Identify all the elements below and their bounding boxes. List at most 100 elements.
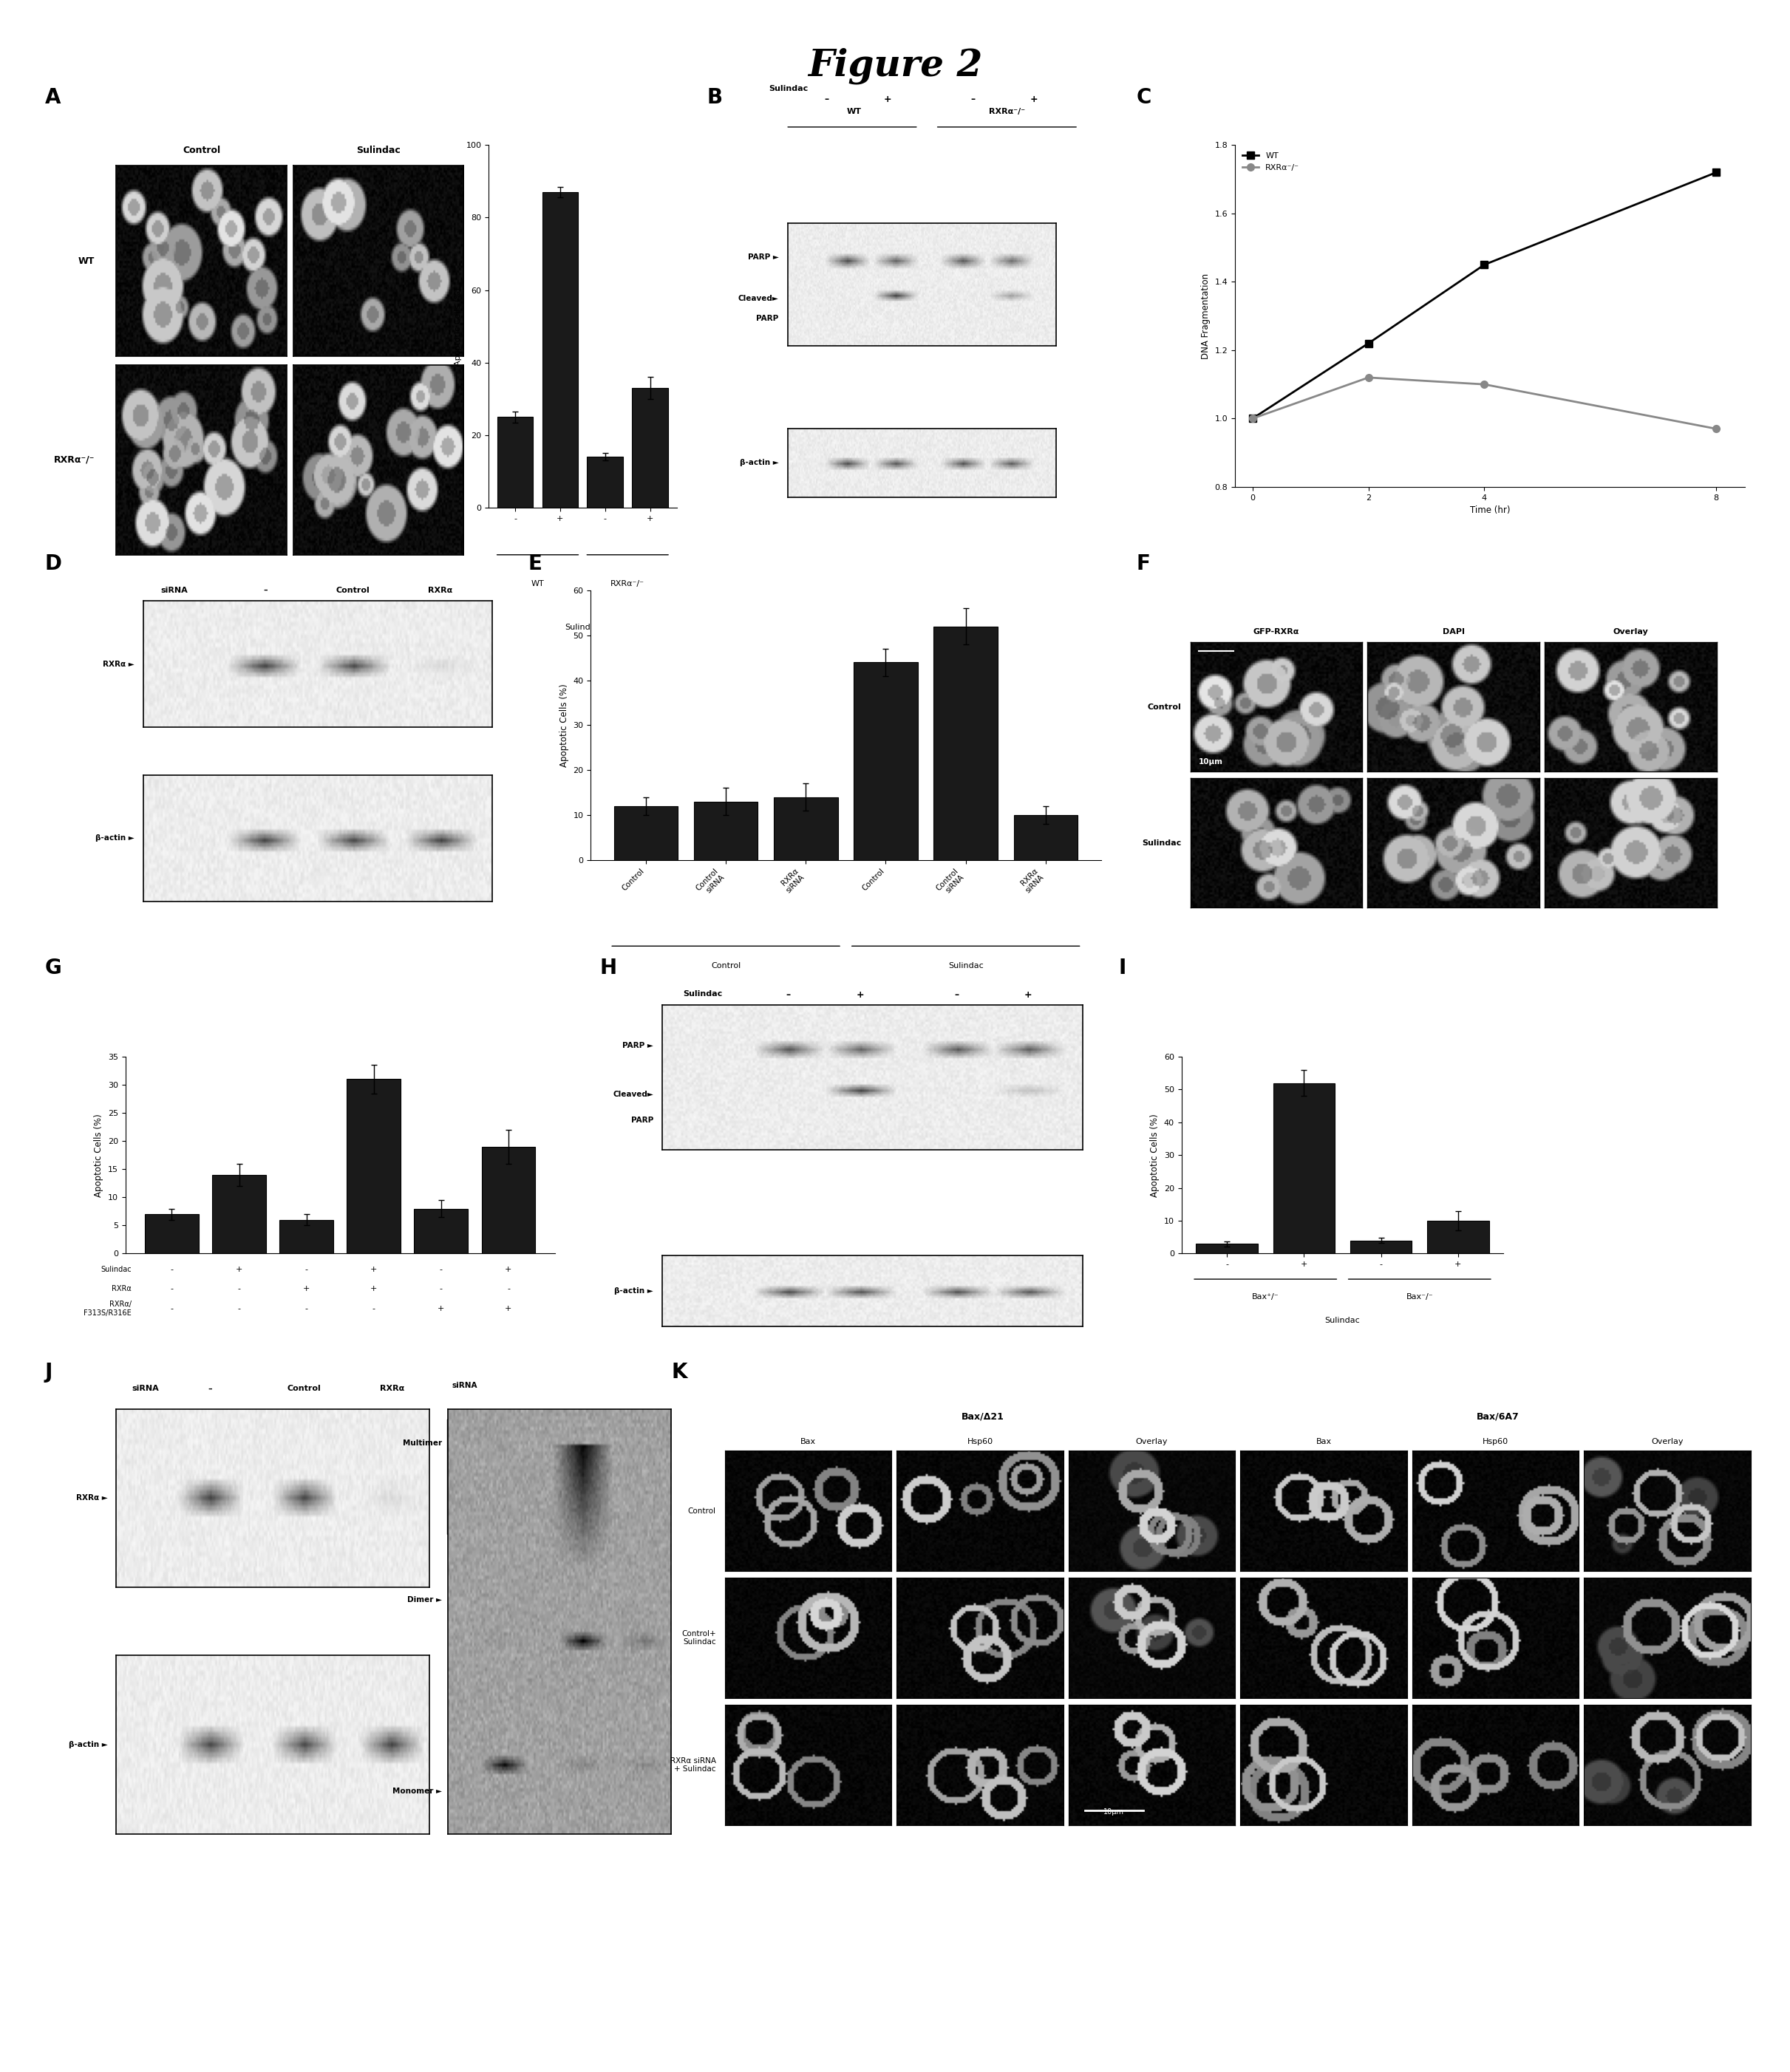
Text: siRNA: siRNA bbox=[451, 1382, 478, 1388]
Bar bbox=[587, 458, 623, 508]
Text: Sulindac: Sulindac bbox=[356, 145, 401, 155]
Text: Sulindac: Sulindac bbox=[566, 624, 600, 632]
Y-axis label: Apoptotic Cells (%): Apoptotic Cells (%) bbox=[1149, 1113, 1160, 1198]
Bar bbox=[145, 1214, 199, 1254]
Bar bbox=[1273, 1084, 1335, 1254]
Text: PARP: PARP bbox=[757, 315, 779, 323]
Text: -: - bbox=[440, 1285, 442, 1293]
Text: WT: WT bbox=[79, 257, 95, 265]
Text: -: - bbox=[238, 1285, 240, 1293]
Text: Sulindac: Sulindac bbox=[949, 961, 983, 970]
Text: WT: WT bbox=[847, 108, 861, 116]
Bar bbox=[1196, 1243, 1258, 1254]
Bar bbox=[413, 1208, 467, 1254]
Text: Sulindac: Sulindac bbox=[451, 1415, 489, 1421]
Bar bbox=[934, 626, 997, 860]
Text: –: – bbox=[501, 1415, 505, 1421]
Text: PARP ►: PARP ► bbox=[623, 1042, 653, 1048]
Text: Bax: Bax bbox=[800, 1438, 816, 1446]
Text: PARP: PARP bbox=[632, 1117, 653, 1125]
Text: -: - bbox=[304, 1266, 308, 1272]
Text: –: – bbox=[786, 990, 791, 1001]
Bar bbox=[1350, 1241, 1412, 1254]
Bar bbox=[347, 1080, 401, 1254]
Text: Sulindac: Sulindac bbox=[1325, 1316, 1360, 1324]
Text: Control: Control bbox=[337, 586, 369, 595]
Bar bbox=[279, 1220, 333, 1254]
Text: E: E bbox=[528, 553, 542, 574]
Text: +: + bbox=[1024, 990, 1033, 1001]
Text: I: I bbox=[1119, 957, 1126, 978]
Text: -: - bbox=[440, 1266, 442, 1272]
Text: -: - bbox=[507, 1285, 510, 1293]
WT bbox=[1473, 253, 1495, 278]
Text: RXRα⁻/⁻: RXRα⁻/⁻ bbox=[988, 108, 1026, 116]
Text: GFP-RXRα: GFP-RXRα bbox=[1253, 628, 1300, 636]
Bar bbox=[542, 193, 578, 508]
Text: G: G bbox=[45, 957, 61, 978]
Bar bbox=[854, 663, 918, 860]
Bar bbox=[1013, 814, 1078, 860]
Text: WT: WT bbox=[532, 580, 544, 588]
Text: J: J bbox=[45, 1361, 52, 1382]
Text: β-actin ►: β-actin ► bbox=[95, 835, 134, 841]
Text: –: – bbox=[208, 1384, 213, 1392]
Text: Overlay: Overlay bbox=[1652, 1438, 1683, 1446]
RXRα⁻/⁻ bbox=[1706, 416, 1727, 441]
Text: Cleaved►: Cleaved► bbox=[612, 1090, 653, 1098]
Legend: WT, RXRα⁻/⁻: WT, RXRα⁻/⁻ bbox=[1239, 149, 1303, 174]
Text: DAPI: DAPI bbox=[1443, 628, 1464, 636]
Y-axis label: Apoptotic Cells (%): Apoptotic Cells (%) bbox=[455, 288, 462, 365]
Text: +: + bbox=[578, 1444, 585, 1450]
RXRα⁻/⁻ bbox=[1473, 371, 1495, 396]
Text: RXRα⁻/⁻: RXRα⁻/⁻ bbox=[610, 580, 644, 588]
Text: Bax/Δ21: Bax/Δ21 bbox=[961, 1411, 1004, 1421]
Text: RXRα/
F313S/R316E: RXRα/ F313S/R316E bbox=[84, 1301, 131, 1316]
Text: Control: Control bbox=[288, 1384, 320, 1392]
Text: A: A bbox=[45, 87, 61, 108]
Bar bbox=[695, 802, 757, 860]
Text: PARP ►: PARP ► bbox=[748, 253, 779, 261]
Text: β-actin ►: β-actin ► bbox=[68, 1740, 107, 1749]
Text: siRNA: siRNA bbox=[132, 1384, 159, 1392]
X-axis label: Time (hr): Time (hr) bbox=[1470, 506, 1511, 516]
Text: 10μm: 10μm bbox=[1199, 758, 1223, 765]
Text: B: B bbox=[707, 87, 723, 108]
Text: +: + bbox=[505, 1266, 512, 1272]
Text: -: - bbox=[238, 1305, 240, 1312]
Text: Multimer: Multimer bbox=[403, 1440, 442, 1446]
Line: RXRα⁻/⁻: RXRα⁻/⁻ bbox=[1249, 373, 1720, 433]
Text: Bax⁺/⁻: Bax⁺/⁻ bbox=[1251, 1293, 1278, 1301]
Text: RXRα ►: RXRα ► bbox=[102, 661, 134, 667]
Bar bbox=[773, 798, 838, 860]
Bar bbox=[632, 387, 668, 508]
Text: +: + bbox=[884, 95, 891, 104]
Bar bbox=[498, 416, 533, 508]
Line: WT: WT bbox=[1249, 168, 1720, 423]
Text: +: + bbox=[303, 1285, 310, 1293]
Text: +: + bbox=[371, 1266, 378, 1272]
Y-axis label: DNA Fragmentation: DNA Fragmentation bbox=[1201, 274, 1210, 358]
Text: Dimer ►: Dimer ► bbox=[408, 1595, 442, 1604]
Text: RXRα: RXRα bbox=[111, 1285, 131, 1293]
Text: Control: Control bbox=[183, 145, 220, 155]
Text: +: + bbox=[437, 1305, 444, 1312]
Text: Control: Control bbox=[566, 1415, 598, 1421]
Text: Bax: Bax bbox=[1316, 1438, 1332, 1446]
Text: Hsp60: Hsp60 bbox=[967, 1438, 993, 1446]
Text: Bax⁻/⁻: Bax⁻/⁻ bbox=[1407, 1293, 1434, 1301]
Text: +: + bbox=[1031, 95, 1038, 104]
WT bbox=[1357, 332, 1378, 356]
Text: –: – bbox=[263, 586, 267, 595]
Text: Figure 2: Figure 2 bbox=[807, 48, 983, 85]
Bar bbox=[614, 806, 678, 860]
Bar bbox=[482, 1146, 535, 1254]
Text: F: F bbox=[1137, 553, 1151, 574]
Text: Sulindac: Sulindac bbox=[684, 990, 723, 999]
RXRα⁻/⁻ bbox=[1357, 365, 1378, 390]
Text: 10μm: 10μm bbox=[1103, 1809, 1124, 1815]
Text: +: + bbox=[641, 1444, 648, 1450]
Text: Sulindac: Sulindac bbox=[100, 1266, 131, 1272]
Text: –: – bbox=[954, 990, 959, 1001]
Text: +: + bbox=[371, 1285, 378, 1293]
